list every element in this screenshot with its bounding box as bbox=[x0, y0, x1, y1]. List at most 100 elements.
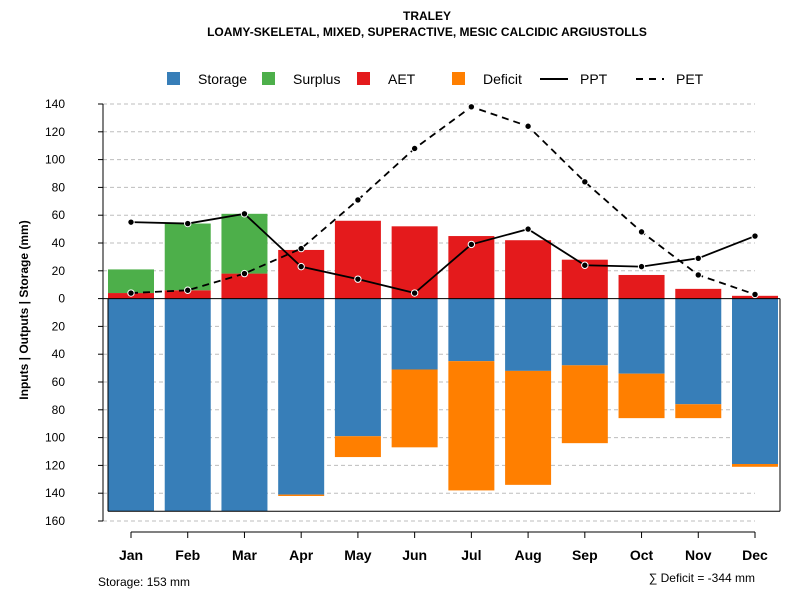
bar-deficit-jun bbox=[391, 369, 438, 448]
bar-deficit-aug bbox=[505, 370, 552, 485]
legend-label-ppt: PPT bbox=[580, 71, 608, 87]
point-ppt-aug bbox=[524, 225, 532, 233]
bar-storage-feb bbox=[164, 298, 211, 512]
y-tick-label: 80 bbox=[52, 403, 66, 417]
point-pet-nov bbox=[694, 271, 702, 279]
chart-title: TRALEY bbox=[403, 9, 451, 23]
point-pet-feb bbox=[184, 286, 192, 294]
point-ppt-may bbox=[354, 275, 362, 283]
bar-storage-jun bbox=[391, 298, 438, 370]
legend-swatch-deficit bbox=[452, 72, 465, 85]
storage-note: Storage: 153 mm bbox=[98, 575, 190, 589]
y-tick-label: 160 bbox=[45, 514, 65, 528]
legend: Storage Surplus AET Deficit PPT PET bbox=[167, 71, 704, 87]
point-pet-dec bbox=[751, 290, 759, 299]
bars bbox=[103, 213, 781, 512]
series-lines bbox=[127, 103, 759, 299]
bar-deficit-sep bbox=[561, 365, 608, 444]
bar-aet-mar bbox=[221, 273, 268, 299]
bar-aet-oct bbox=[618, 274, 665, 299]
point-ppt-oct bbox=[637, 262, 646, 271]
y-tick-label: 40 bbox=[52, 347, 66, 361]
point-ppt-dec bbox=[751, 232, 759, 240]
x-tick-label-apr: Apr bbox=[289, 547, 314, 563]
y-tick-label: 60 bbox=[52, 375, 66, 389]
x-tick-label-jul: Jul bbox=[461, 547, 481, 563]
point-pet-oct bbox=[637, 228, 646, 236]
point-pet-sep bbox=[581, 178, 589, 186]
bar-aet-apr bbox=[278, 249, 325, 299]
x-axis: Jan Feb Mar Apr May Jun Jul Aug Sep Oct Nov Dec bbox=[119, 531, 768, 563]
bar-deficit-may bbox=[334, 436, 381, 458]
x-tick-label-sep: Sep bbox=[572, 547, 598, 563]
point-ppt-feb bbox=[184, 219, 192, 228]
bar-deficit-apr bbox=[278, 494, 325, 496]
point-pet-jun bbox=[410, 144, 419, 153]
x-tick-label-aug: Aug bbox=[514, 547, 541, 563]
x-tick-label-oct: Oct bbox=[630, 547, 654, 563]
x-tick-label-may: May bbox=[344, 547, 371, 563]
bar-aet-may bbox=[334, 220, 381, 299]
y-tick-label: 60 bbox=[52, 208, 66, 222]
point-pet-jul bbox=[467, 103, 476, 111]
bar-storage-sep bbox=[561, 298, 608, 366]
bar-storage-mar bbox=[221, 298, 268, 512]
line-pet bbox=[130, 105, 756, 296]
y-tick-label: 120 bbox=[45, 458, 65, 472]
point-pet-apr bbox=[297, 244, 305, 253]
point-ppt-jan bbox=[127, 218, 135, 226]
legend-label-storage: Storage bbox=[198, 71, 247, 87]
bar-storage-may bbox=[334, 298, 381, 437]
bar-aet-jun bbox=[391, 226, 438, 299]
point-ppt-sep bbox=[581, 261, 589, 269]
legend-label-pet: PET bbox=[676, 71, 704, 87]
bar-surplus-feb bbox=[164, 223, 211, 291]
y-tick-label: 120 bbox=[45, 125, 65, 139]
bar-aet-nov bbox=[675, 288, 722, 299]
x-tick-label-jan: Jan bbox=[119, 547, 143, 563]
y-tick-label: 40 bbox=[52, 236, 66, 250]
bar-aet-aug bbox=[505, 240, 552, 299]
line-ppt bbox=[130, 212, 756, 295]
y-tick-label: 20 bbox=[52, 264, 66, 278]
bar-storage-oct bbox=[618, 298, 665, 374]
point-pet-jan bbox=[127, 289, 135, 297]
bar-deficit-oct bbox=[618, 373, 665, 419]
chart-subtitle: LOAMY-SKELETAL, MIXED, SUPERACTIVE, MESI… bbox=[207, 25, 647, 39]
y-axis: 140 120 100 80 60 40 20 0 20 40 60 80 100 120 140 160 bbox=[45, 97, 104, 528]
x-tick-label-dec: Dec bbox=[742, 547, 768, 563]
bar-storage-aug bbox=[505, 298, 552, 371]
bar-storage-apr bbox=[278, 298, 325, 495]
point-pet-mar bbox=[240, 269, 249, 278]
point-pet-aug bbox=[524, 122, 532, 130]
bar-surplus-mar bbox=[221, 213, 268, 274]
legend-label-aet: AET bbox=[388, 71, 416, 87]
point-ppt-nov bbox=[694, 254, 702, 262]
bar-storage-nov bbox=[675, 298, 722, 405]
legend-swatch-storage bbox=[167, 72, 180, 85]
x-tick-label-nov: Nov bbox=[685, 547, 712, 563]
bar-deficit-dec bbox=[732, 464, 778, 467]
bar-storage-jul bbox=[448, 298, 495, 362]
y-tick-label: 100 bbox=[45, 431, 65, 445]
bar-deficit-jul bbox=[448, 361, 495, 491]
legend-label-deficit: Deficit bbox=[483, 71, 522, 87]
bar-aet-feb bbox=[164, 290, 211, 299]
legend-swatch-surplus bbox=[262, 72, 275, 85]
y-tick-label: 100 bbox=[45, 153, 65, 167]
bar-storage-jan bbox=[108, 298, 154, 512]
y-tick-label: 20 bbox=[52, 319, 66, 333]
bar-storage-dec bbox=[732, 298, 778, 465]
y-tick-label: 140 bbox=[45, 97, 65, 111]
bar-surplus-jan bbox=[108, 269, 154, 294]
x-tick-label-jun: Jun bbox=[402, 547, 427, 563]
point-ppt-jun bbox=[410, 289, 419, 297]
y-axis-label: Inputs | Outputs | Storage (mm) bbox=[17, 220, 31, 399]
y-tick-label: 0 bbox=[58, 292, 65, 306]
legend-label-surplus: Surplus bbox=[293, 71, 340, 87]
point-ppt-mar bbox=[240, 210, 249, 218]
point-ppt-jul bbox=[467, 240, 476, 249]
bar-deficit-nov bbox=[675, 404, 722, 419]
y-tick-label: 80 bbox=[52, 180, 66, 194]
